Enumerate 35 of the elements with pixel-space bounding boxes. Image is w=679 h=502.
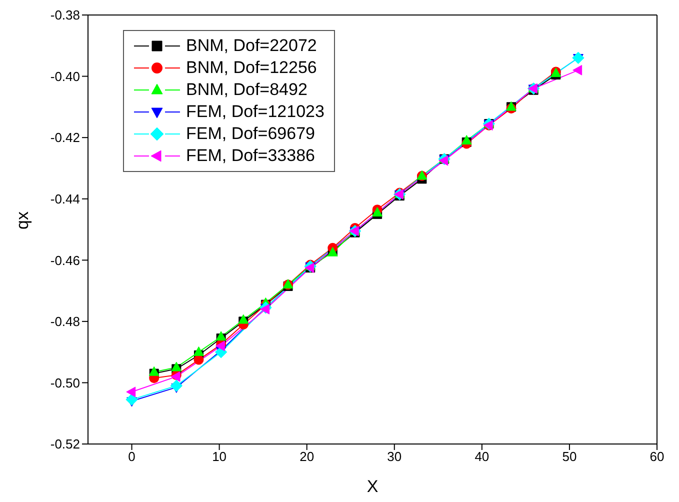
- legend-label: BNM, Dof=8492: [186, 80, 308, 100]
- point: [194, 354, 204, 365]
- legend-label: FEM, Dof=121023: [186, 102, 324, 122]
- legend-label: FEM, Dof=69679: [186, 124, 315, 144]
- y-tick-label: -0.40: [50, 68, 80, 84]
- y-tick-label: -0.42: [50, 130, 80, 146]
- x-tick-label: 30: [387, 449, 402, 464]
- point: [572, 52, 584, 64]
- point: [572, 64, 582, 76]
- x-axis-title: X: [366, 477, 378, 496]
- x-tick-label: 20: [300, 449, 314, 464]
- x-tick-label: 50: [562, 449, 577, 464]
- point: [126, 386, 136, 398]
- x-tick-label: 0: [128, 449, 136, 464]
- y-tick-label: -0.50: [50, 375, 80, 390]
- y-tick-label: -0.52: [50, 436, 80, 452]
- point: [170, 380, 183, 392]
- y-tick-label: -0.44: [50, 191, 80, 206]
- y-axis-title: qx: [13, 211, 32, 230]
- y-tick-label: -0.48: [50, 314, 80, 330]
- point: [194, 346, 204, 356]
- point: [126, 393, 138, 406]
- x-tick-label: 40: [474, 449, 490, 464]
- x-tick-label: 10: [212, 449, 227, 464]
- point: [461, 134, 472, 144]
- legend-label: BNM, Dof=12256: [186, 58, 317, 78]
- y-tick-label: -0.38: [50, 8, 80, 23]
- x-tick-label: 60: [650, 449, 664, 464]
- legend-label: FEM, Dof=33386: [186, 146, 315, 166]
- legend-label: BNM, Dof=22072: [186, 36, 317, 56]
- point: [238, 314, 249, 324]
- point: [216, 331, 226, 341]
- y-tick-label: -0.46: [50, 252, 80, 268]
- point: [171, 362, 182, 372]
- point: [148, 366, 160, 376]
